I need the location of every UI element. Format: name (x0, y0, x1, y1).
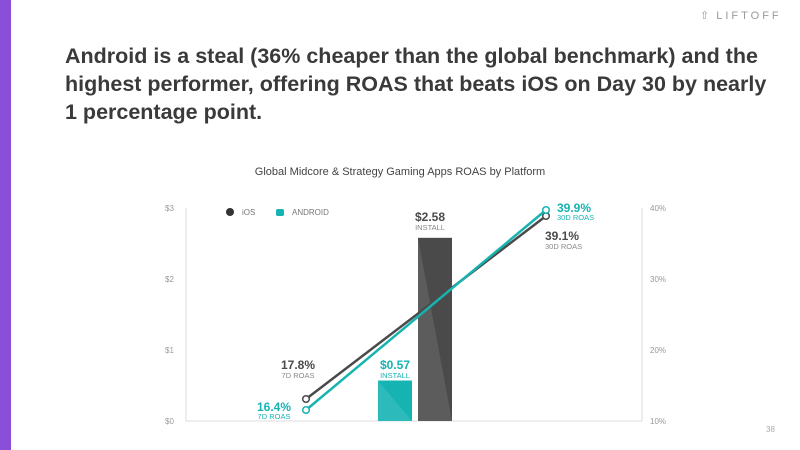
android-bar-label: $0.57 (380, 358, 410, 372)
ios-install-bar (418, 237, 452, 421)
legend-android: ANDROID (292, 208, 329, 217)
android-7d-label: 16.4% (257, 400, 291, 414)
ios-30d-label: 39.1% (545, 229, 579, 243)
right-tick-label: 30% (650, 275, 666, 284)
right-tick-label: 10% (650, 417, 666, 426)
page-number: 38 (766, 425, 775, 434)
bar-shade (378, 380, 412, 421)
ios-7d-label: 17.8% (281, 358, 315, 372)
left-tick-label: $3 (165, 204, 174, 213)
android-7d-sublabel: 7D ROAS (258, 412, 291, 421)
android-roas-line (305, 209, 547, 411)
ios-roas-line (305, 215, 547, 400)
right-tick-label: 40% (650, 204, 666, 213)
left-tick-label: $0 (165, 417, 174, 426)
android-roas-point (301, 405, 311, 415)
liftoff-logo: ⇧ LIFTOFF (700, 9, 782, 23)
accent-strip (0, 0, 11, 450)
bar-shade (418, 237, 452, 421)
android-30d-sublabel: 30D ROAS (557, 213, 594, 222)
ios-bar-label: $2.58 (415, 210, 445, 224)
legend: iOS ANDROID (226, 208, 329, 217)
android-install-bar (378, 380, 412, 421)
android-30d-label: 39.9% (557, 201, 591, 215)
ios-bar-sublabel: INSTALL (415, 223, 445, 232)
android-bar-sublabel: INSTALL (380, 371, 410, 380)
legend-ios: iOS (242, 208, 255, 217)
rocket-icon: ⇧ (700, 10, 713, 22)
left-tick-label: $1 (165, 346, 174, 355)
apple-icon (226, 208, 234, 216)
chart-title: Global Midcore & Strategy Gaming Apps RO… (254, 166, 546, 178)
ios-roas-point (301, 394, 311, 404)
ios-7d-sublabel: 7D ROAS (282, 371, 315, 380)
left-tick-label: $2 (165, 275, 174, 284)
ios-30d-sublabel: 30D ROAS (545, 242, 582, 251)
logo-text: LIFTOFF (716, 9, 782, 22)
android-icon (276, 209, 284, 216)
right-tick-label: 20% (650, 346, 666, 355)
headline: Android is a steal (36% cheaper than the… (65, 44, 767, 124)
android-roas-point (541, 205, 551, 215)
